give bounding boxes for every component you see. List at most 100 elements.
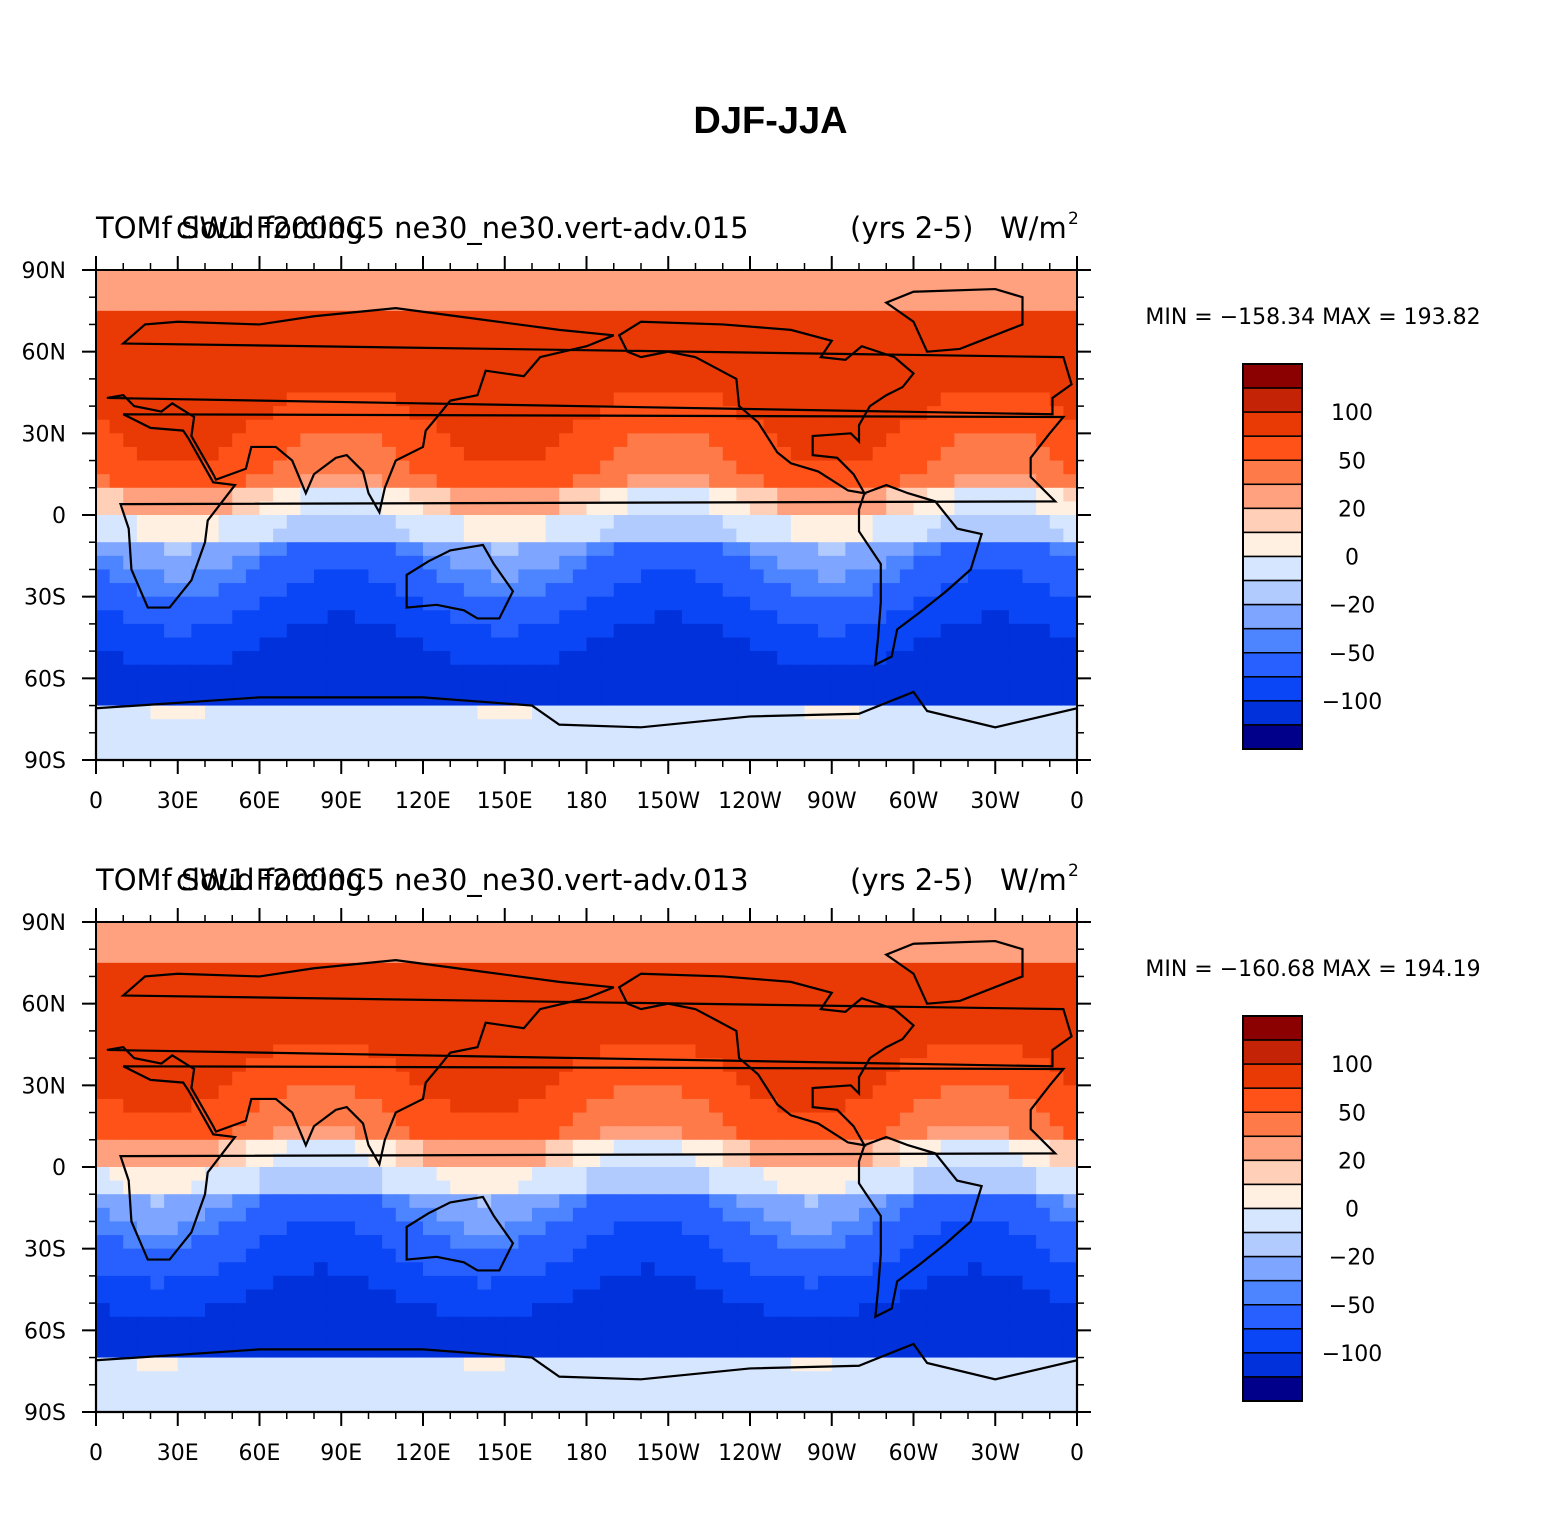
contour-cell — [177, 474, 192, 489]
contour-cell — [1008, 515, 1024, 530]
contour-cell — [790, 501, 806, 516]
contour-cell — [736, 1126, 751, 1141]
contour-cell — [627, 1207, 642, 1223]
contour-cell — [395, 555, 410, 571]
contour-cell — [681, 569, 697, 584]
contour-cell — [872, 1126, 887, 1141]
contour-cell — [450, 637, 465, 652]
contour-cell — [123, 378, 138, 394]
contour-cell — [354, 501, 370, 516]
contour-cell — [150, 515, 165, 530]
contour-cell — [641, 487, 656, 502]
contour-cell — [477, 528, 492, 543]
contour-cell — [695, 1289, 710, 1304]
contour-cell — [518, 705, 533, 720]
contour-cell — [136, 1126, 152, 1141]
contour-cell — [477, 1044, 492, 1059]
contour-cell — [572, 1098, 588, 1114]
contour-cell — [164, 569, 179, 584]
contour-cell — [286, 1030, 301, 1046]
contour-cell — [504, 487, 519, 502]
contour-cell — [981, 555, 996, 571]
contour-cell — [300, 610, 315, 625]
contour-cell — [504, 1289, 519, 1304]
contour-cell — [327, 651, 342, 666]
contour-cell — [777, 732, 792, 747]
contour-cell — [545, 1017, 560, 1032]
contour-cell — [559, 1003, 574, 1018]
contour-cell — [750, 664, 765, 679]
contour-cell — [300, 976, 315, 991]
contour-cell — [491, 746, 506, 761]
contour-cell — [818, 1058, 833, 1073]
contour-cell — [736, 962, 751, 978]
contour-cell — [354, 1235, 370, 1250]
contour-cell — [409, 1235, 424, 1250]
contour-cell — [736, 1262, 751, 1277]
contour-cell — [436, 1030, 451, 1046]
contour-cell — [368, 1194, 383, 1209]
contour-cell — [845, 1194, 860, 1209]
contour-cell — [450, 378, 465, 394]
contour-cell — [300, 1221, 315, 1236]
contour-cell — [518, 378, 533, 394]
contour-cell — [96, 406, 111, 421]
contour-cell — [532, 1112, 547, 1127]
contour-cell — [477, 1316, 492, 1331]
contour-cell — [545, 1221, 560, 1236]
contour-cell — [205, 691, 220, 707]
contour-cell — [954, 637, 969, 652]
contour-cell — [273, 1180, 288, 1195]
contour-cell — [1063, 1098, 1078, 1114]
contour-cell — [354, 1316, 370, 1331]
contour-cell — [750, 610, 765, 625]
contour-cell — [886, 460, 901, 475]
contour-cell — [341, 651, 356, 666]
contour-cell — [899, 446, 915, 462]
contour-cell — [899, 1262, 915, 1277]
contour-cell — [1036, 270, 1051, 285]
contour-cell — [872, 542, 887, 557]
contour-cell — [273, 474, 288, 489]
contour-cell — [436, 596, 451, 611]
contour-cell — [423, 528, 438, 543]
contour-cell — [804, 705, 819, 720]
contour-cell — [804, 962, 819, 978]
contour-cell — [695, 596, 710, 611]
contour-cell — [286, 542, 301, 557]
contour-cell — [927, 949, 942, 964]
contour-cell — [559, 610, 574, 625]
contour-cell — [750, 555, 765, 571]
contour-cell — [681, 732, 697, 747]
contour-field — [96, 270, 1078, 761]
contour-cell — [968, 1248, 983, 1263]
contour-cell — [382, 1071, 397, 1086]
contour-cell — [491, 1112, 506, 1127]
contour-cell — [232, 1058, 247, 1073]
contour-cell — [681, 1262, 697, 1277]
contour-cell — [641, 583, 656, 598]
contour-cell — [96, 596, 111, 611]
contour-cell — [572, 270, 588, 285]
contour-cell — [818, 283, 833, 298]
contour-cell — [736, 976, 751, 991]
contour-cell — [886, 365, 901, 380]
contour-cell — [763, 1316, 778, 1331]
contour-cell — [1063, 990, 1078, 1005]
contour-cell — [518, 1248, 533, 1263]
contour-cell — [150, 732, 165, 747]
contour-cell — [981, 1275, 996, 1291]
contour-cell — [314, 351, 329, 366]
contour-cell — [695, 1153, 710, 1168]
contour-cell — [109, 1289, 124, 1304]
contour-cell — [191, 976, 206, 991]
contour-cell — [681, 596, 697, 611]
contour-cell — [341, 1112, 356, 1127]
contour-cell — [995, 949, 1010, 964]
contour-cell — [259, 1207, 274, 1223]
colorbar-box — [1242, 700, 1303, 726]
contour-cell — [477, 1139, 492, 1154]
contour-cell — [273, 1207, 288, 1223]
contour-cell — [831, 1316, 846, 1331]
contour-cell — [627, 297, 642, 312]
